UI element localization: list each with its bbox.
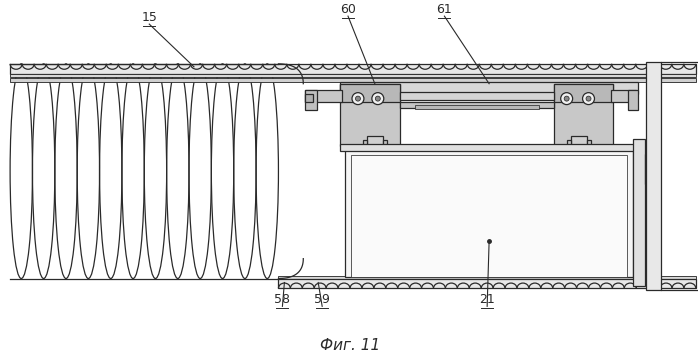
Bar — [570, 136, 587, 151]
Circle shape — [564, 96, 569, 101]
Bar — [340, 84, 400, 101]
Bar — [305, 90, 342, 101]
Bar — [363, 140, 367, 148]
Bar — [634, 139, 645, 287]
Bar — [279, 278, 696, 288]
Circle shape — [586, 96, 591, 101]
Bar — [10, 78, 696, 82]
Bar — [10, 74, 696, 77]
Bar — [554, 84, 613, 146]
Bar — [383, 140, 387, 148]
Bar — [279, 275, 696, 278]
Text: 21: 21 — [480, 293, 495, 306]
Bar — [611, 90, 636, 101]
Bar — [414, 105, 539, 109]
Bar — [367, 136, 383, 151]
Bar — [400, 92, 554, 100]
Bar — [340, 82, 638, 93]
Circle shape — [372, 93, 384, 105]
Bar — [629, 90, 638, 109]
Bar — [645, 154, 653, 184]
Circle shape — [375, 96, 380, 101]
Text: 60: 60 — [340, 3, 356, 16]
Circle shape — [561, 93, 573, 105]
Bar — [305, 90, 317, 109]
Bar — [646, 62, 661, 291]
Text: Фиг. 11: Фиг. 11 — [320, 338, 380, 353]
Bar — [554, 84, 613, 101]
Bar — [351, 155, 627, 277]
Bar — [10, 64, 696, 74]
Text: 59: 59 — [314, 293, 330, 306]
Circle shape — [352, 93, 364, 105]
Bar — [305, 93, 313, 101]
Bar — [587, 140, 591, 148]
Bar — [345, 149, 634, 277]
Bar — [400, 101, 554, 108]
Text: 58: 58 — [274, 293, 290, 306]
Bar — [567, 140, 570, 148]
Circle shape — [356, 96, 360, 101]
Bar — [340, 144, 638, 151]
Bar — [340, 84, 400, 146]
Text: 15: 15 — [141, 11, 158, 24]
Circle shape — [582, 93, 594, 105]
Text: 61: 61 — [437, 3, 452, 16]
